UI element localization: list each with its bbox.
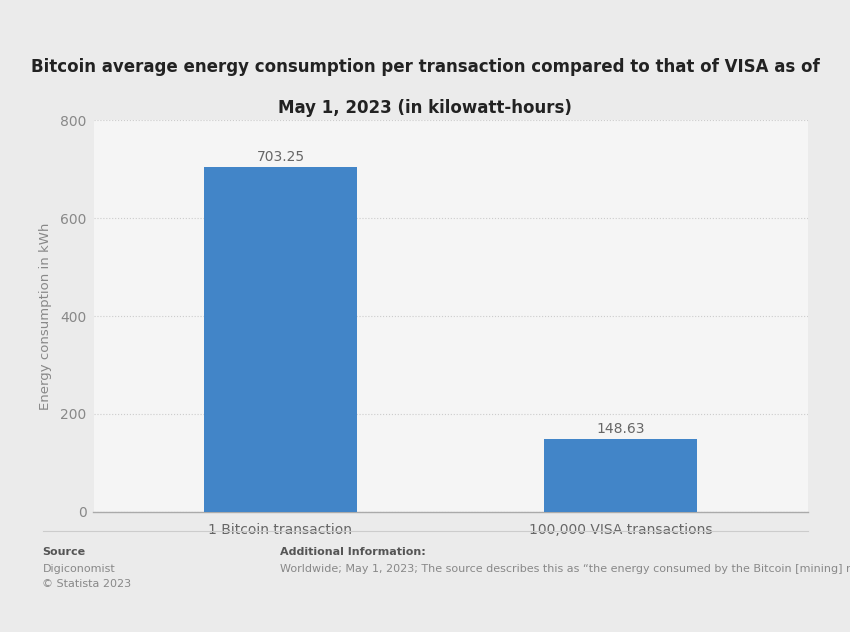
Y-axis label: Energy consumption in kWh: Energy consumption in kWh — [39, 222, 52, 410]
Text: 148.63: 148.63 — [596, 422, 645, 435]
Bar — [204, 167, 357, 512]
Text: 703.25: 703.25 — [257, 150, 304, 164]
Text: May 1, 2023 (in kilowatt-hours): May 1, 2023 (in kilowatt-hours) — [278, 99, 572, 117]
Text: Bitcoin average energy consumption per transaction compared to that of VISA as o: Bitcoin average energy consumption per t… — [31, 58, 819, 76]
Text: Additional Information:: Additional Information: — [280, 547, 426, 557]
Text: Digiconomist
© Statista 2023: Digiconomist © Statista 2023 — [42, 564, 132, 588]
Text: Worldwide; May 1, 2023; The source describes this as “the energy consumed by the: Worldwide; May 1, 2023; The source descr… — [280, 564, 850, 574]
Bar — [544, 439, 697, 512]
Text: Source: Source — [42, 547, 86, 557]
